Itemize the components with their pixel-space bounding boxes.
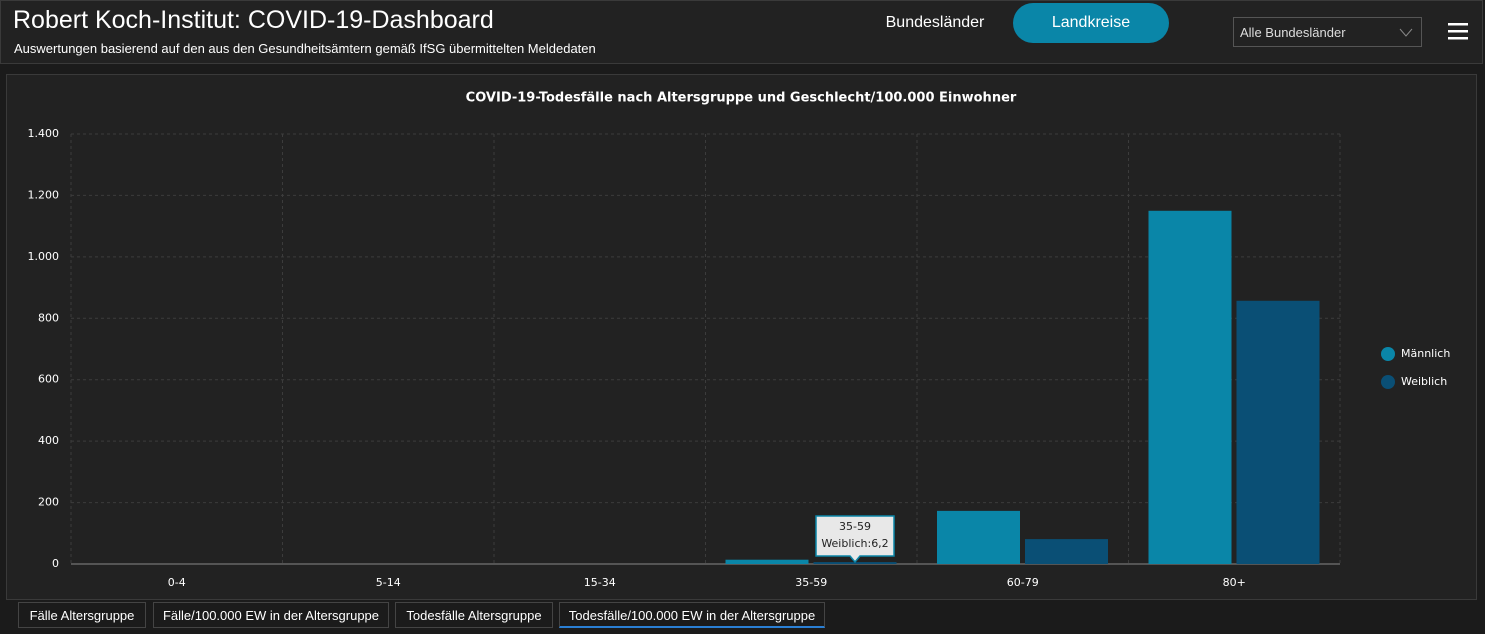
- x-tick-label: 60-79: [1007, 576, 1039, 589]
- bar: [1148, 210, 1232, 565]
- tooltip-box: [815, 515, 895, 564]
- x-tick-label: 0-4: [168, 576, 186, 589]
- app-title: Robert Koch-Institut: COVID-19-Dashboard: [13, 6, 494, 34]
- y-tick-label: 800: [38, 311, 59, 324]
- chart-title: COVID-19-Todesfälle nach Altersgruppe un…: [466, 91, 1017, 106]
- bar: [937, 510, 1020, 564]
- chart-panel: [6, 74, 1477, 600]
- tab[interactable]: Fälle/100.000 EW in der Altersgruppe: [153, 602, 389, 628]
- bar: [725, 559, 809, 564]
- tooltip-category: 35-59: [839, 520, 871, 533]
- dropdown[interactable]: Alle Bundesländer: [1233, 17, 1422, 47]
- legend-label: Weiblich: [1401, 375, 1447, 388]
- y-tick-label: 400: [38, 434, 59, 447]
- tooltip-value: Weiblich:6,2: [821, 537, 888, 550]
- x-tick-label: 35-59: [795, 576, 827, 589]
- y-tick-label: 1.000: [28, 250, 60, 263]
- bar: [1236, 300, 1320, 564]
- x-tick-label: 15-34: [584, 576, 616, 589]
- legend-swatch: [1381, 375, 1395, 389]
- legend-label: Männlich: [1401, 347, 1450, 360]
- x-tick-label: 80+: [1223, 576, 1246, 589]
- y-tick-label: 1.400: [28, 127, 60, 140]
- nav-button-active[interactable]: Landkreise: [1013, 3, 1169, 43]
- tab-active[interactable]: Todesfälle/100.000 EW in der Altersgrupp…: [559, 602, 825, 628]
- x-tick-label: 5-14: [376, 576, 401, 589]
- chart: COVID-19-Todesfälle nach Altersgruppe un…: [28, 91, 1451, 590]
- y-tick-label: 200: [38, 496, 59, 509]
- legend-swatch: [1381, 347, 1395, 361]
- bar: [1025, 539, 1108, 564]
- tab[interactable]: Todesfälle Altersgruppe: [395, 602, 553, 628]
- menu-icon[interactable]: [1448, 23, 1468, 41]
- app-subtitle: Auswertungen basierend auf den aus den G…: [14, 41, 596, 56]
- dropdown-label: Alle Bundesländer: [1240, 25, 1346, 40]
- nav-button[interactable]: Bundesländer: [885, 14, 985, 31]
- tab[interactable]: Fälle Altersgruppe: [18, 602, 146, 628]
- y-tick-label: 0: [52, 557, 59, 570]
- y-tick-label: 600: [38, 373, 59, 386]
- header: Robert Koch-Institut: COVID-19-Dashboard…: [0, 0, 1483, 64]
- dropdown-arrow: [1399, 28, 1413, 37]
- y-tick-label: 1.200: [28, 188, 60, 201]
